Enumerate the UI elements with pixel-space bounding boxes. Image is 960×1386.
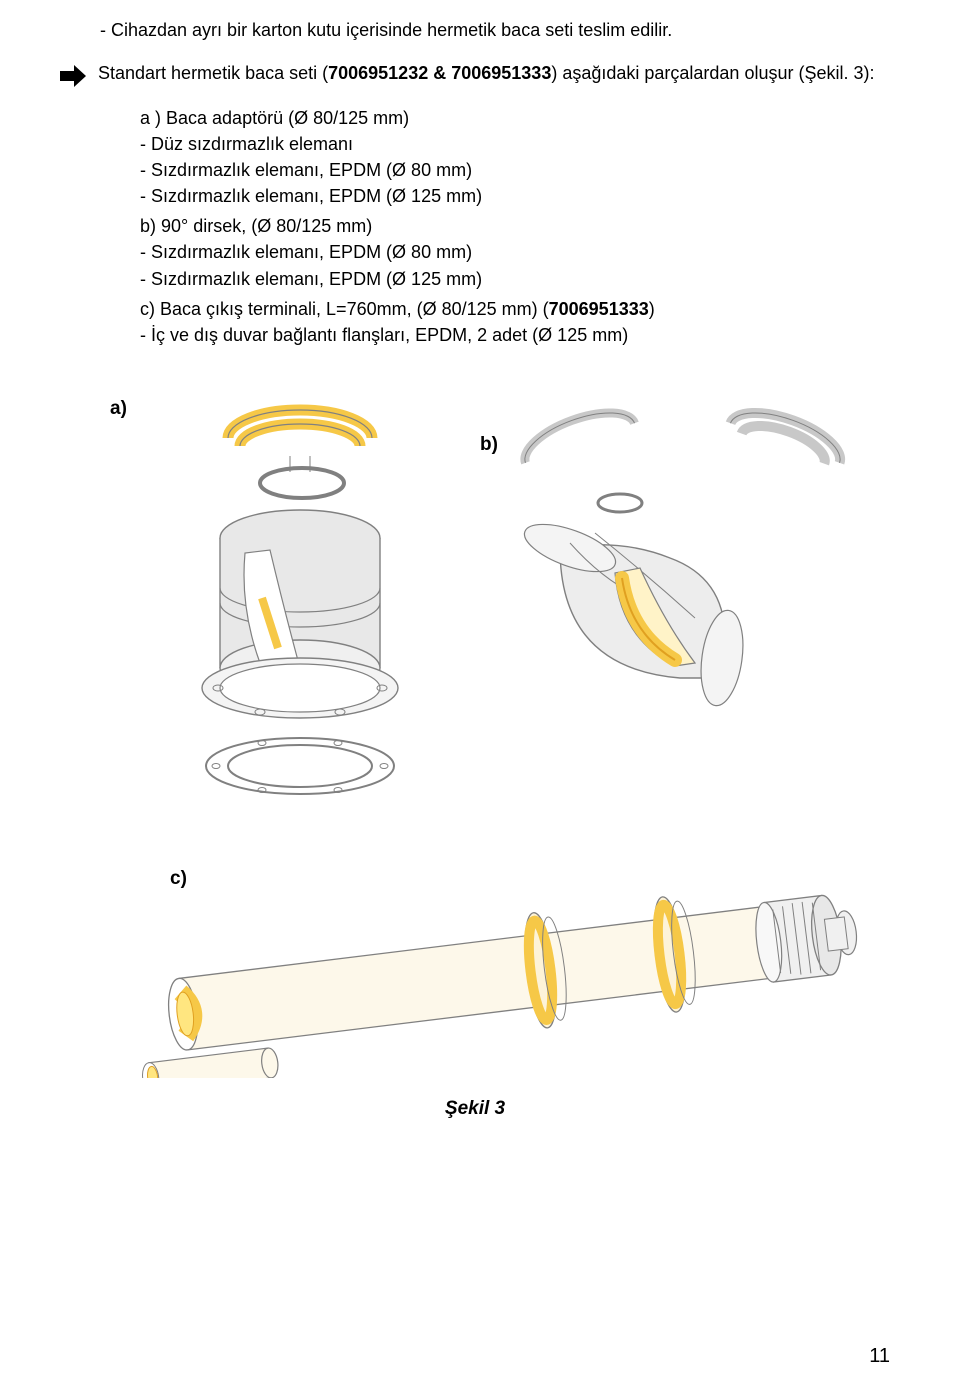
group-c-title-c: ) — [649, 299, 655, 319]
line2-c: ) aşağıdaki parçalardan oluşur (Şekil. 3… — [551, 63, 874, 83]
group-b: b) 90° dirsek, (Ø 80/125 mm) - Sızdırmaz… — [60, 213, 890, 291]
group-c: c) Baca çıkış terminali, L=760mm, (Ø 80/… — [60, 296, 890, 348]
line2-a: Standart hermetik baca seti ( — [98, 63, 328, 83]
figure-label-a: a) — [110, 398, 127, 420]
figure-area: a) b) c) — [60, 388, 890, 1088]
page-number: 11 — [869, 1345, 890, 1368]
arrow-paragraph: Standart hermetik baca seti (7006951232 … — [60, 61, 890, 87]
figure-caption: Şekil 3 — [60, 1098, 890, 1120]
figure-a-svg — [150, 388, 450, 808]
figure-b-svg — [500, 388, 860, 708]
group-c-title-a: c) Baca çıkış terminali, L=760mm, (Ø 80/… — [140, 299, 549, 319]
figure-c-svg — [110, 818, 890, 1078]
group-c-title-b: 7006951333 — [549, 299, 649, 319]
group-c-item: - İç ve dış duvar bağlantı flanşları, EP… — [140, 322, 890, 348]
group-a-item: - Düz sızdırmazlık elemanı — [140, 131, 890, 157]
figure-label-b: b) — [480, 434, 498, 456]
standard-set-line: Standart hermetik baca seti (7006951232 … — [98, 61, 874, 86]
line2-b: 7006951232 & 7006951333 — [328, 63, 551, 83]
group-b-item: - Sızdırmazlık elemanı, EPDM (Ø 80 mm) — [140, 239, 890, 265]
group-b-title: b) 90° dirsek, (Ø 80/125 mm) — [140, 213, 890, 239]
intro-line: - Cihazdan ayrı bir karton kutu içerisin… — [60, 20, 890, 41]
group-b-item: - Sızdırmazlık elemanı, EPDM (Ø 125 mm) — [140, 266, 890, 292]
group-a-item: - Sızdırmazlık elemanı, EPDM (Ø 125 mm) — [140, 183, 890, 209]
group-a-title: a ) Baca adaptörü (Ø 80/125 mm) — [140, 105, 890, 131]
arrow-icon — [60, 65, 86, 87]
group-a: a ) Baca adaptörü (Ø 80/125 mm) - Düz sı… — [60, 105, 890, 209]
group-c-title: c) Baca çıkış terminali, L=760mm, (Ø 80/… — [140, 296, 890, 322]
group-a-item: - Sızdırmazlık elemanı, EPDM (Ø 80 mm) — [140, 157, 890, 183]
